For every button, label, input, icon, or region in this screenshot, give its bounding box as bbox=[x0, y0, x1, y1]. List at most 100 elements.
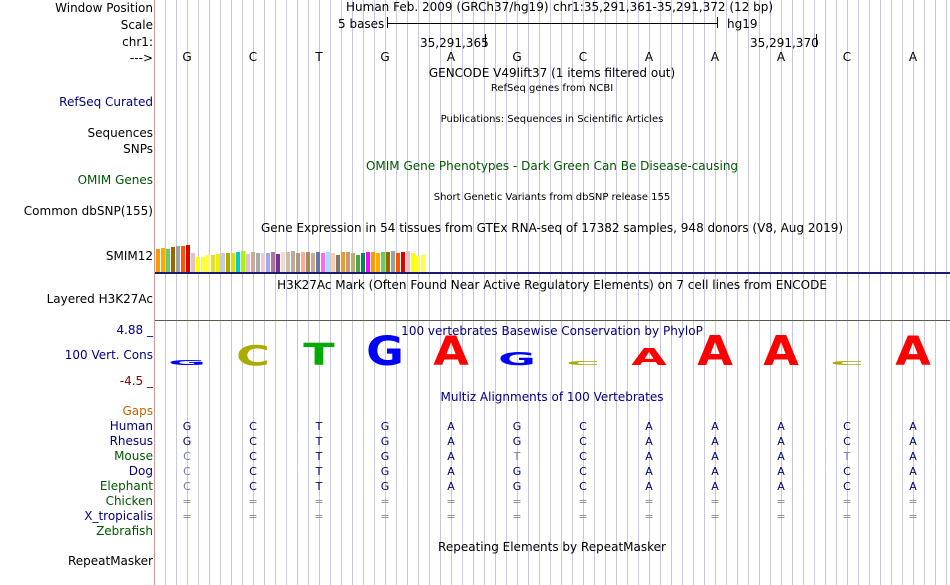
gtex-tissue-bar[interactable] bbox=[251, 252, 255, 272]
omim-genes-label[interactable]: OMIM Genes bbox=[77, 173, 153, 187]
gtex-tissue-bar[interactable] bbox=[401, 252, 405, 272]
gtex-tissue-bar[interactable] bbox=[216, 254, 220, 272]
gtex-tissue-bar[interactable] bbox=[321, 253, 325, 272]
gtex-tissue-bar[interactable] bbox=[206, 255, 210, 272]
gtex-tissue-bar[interactable] bbox=[356, 255, 360, 272]
gtex-tissue-bar[interactable] bbox=[421, 255, 425, 272]
gtex-tissue-bar[interactable] bbox=[381, 252, 385, 272]
gtex-tissue-bar[interactable] bbox=[361, 253, 365, 272]
species-label[interactable]: Dog bbox=[128, 464, 153, 478]
gtex-tissue-bar[interactable] bbox=[241, 251, 245, 272]
gtex-tissue-bar[interactable] bbox=[391, 251, 395, 272]
gtex-tissue-bar[interactable] bbox=[346, 252, 350, 272]
alignment-base: = bbox=[182, 510, 192, 523]
gtex-gene-label[interactable]: SMIM12 bbox=[105, 249, 153, 263]
gtex-tissue-bar[interactable] bbox=[246, 254, 250, 272]
gtex-tissue-bar[interactable] bbox=[376, 253, 380, 272]
gtex-tissue-bar[interactable] bbox=[156, 249, 160, 272]
gtex-tissue-bar[interactable] bbox=[351, 253, 355, 272]
base-letter: G bbox=[182, 50, 192, 64]
gtex-tissue-bar[interactable] bbox=[276, 254, 280, 272]
gtex-tissue-bar[interactable] bbox=[416, 256, 420, 272]
gtex-tissue-bar[interactable] bbox=[266, 253, 270, 272]
gtex-track-title[interactable]: Gene Expression in 54 tissues from GTEx … bbox=[260, 221, 844, 235]
gencode-track-title[interactable]: GENCODE V49lift37 (1 items filtered out) bbox=[428, 66, 676, 80]
gtex-tissue-bar[interactable] bbox=[201, 257, 205, 272]
gtex-tissue-bar[interactable] bbox=[286, 252, 290, 272]
alignment-base: A bbox=[711, 480, 719, 493]
species-label[interactable]: Human bbox=[109, 419, 153, 433]
gtex-tissue-bar[interactable] bbox=[176, 246, 180, 272]
alignment-base: A bbox=[447, 435, 455, 448]
gtex-tissue-bar[interactable] bbox=[281, 252, 285, 272]
publications-track-title[interactable]: Publications: Sequences in Scientific Ar… bbox=[440, 114, 664, 125]
coordinate-1: 35,291,365 bbox=[420, 36, 489, 50]
gtex-tissue-bar[interactable] bbox=[316, 252, 320, 272]
gtex-tissue-bar[interactable] bbox=[306, 252, 310, 272]
common-dbsnp-label[interactable]: Common dbSNP(155) bbox=[23, 204, 153, 218]
omim-track-title[interactable]: OMIM Gene Phenotypes - Dark Green Can Be… bbox=[365, 159, 739, 173]
gtex-tissue-bar[interactable] bbox=[211, 255, 215, 272]
base-letter: A bbox=[446, 50, 456, 64]
gtex-tissue-bar[interactable] bbox=[341, 252, 345, 272]
gtex-tissue-bar[interactable] bbox=[296, 253, 300, 272]
layered-h3k27ac-label[interactable]: Layered H3K27Ac bbox=[46, 292, 153, 306]
conservation-track-title[interactable]: 100 vertebrates Basewise Conservation by… bbox=[401, 324, 703, 338]
gtex-tissue-bar[interactable] bbox=[171, 247, 175, 272]
repeatmasker-track-title[interactable]: Repeating Elements by RepeatMasker bbox=[438, 540, 666, 554]
coordinate-1-tick bbox=[485, 34, 486, 47]
gtex-tissue-bar[interactable] bbox=[226, 253, 230, 272]
gtex-tissue-bar[interactable] bbox=[166, 249, 170, 272]
dbsnp-track-title[interactable]: Short Genetic Variants from dbSNP releas… bbox=[433, 192, 671, 203]
gtex-tissue-bar[interactable] bbox=[256, 253, 260, 272]
gtex-tissue-bar[interactable] bbox=[161, 248, 165, 272]
base-letter: A bbox=[776, 50, 786, 64]
gtex-tissue-bar[interactable] bbox=[221, 253, 225, 272]
snps-label[interactable]: SNPs bbox=[123, 142, 153, 156]
gtex-tissue-bar[interactable] bbox=[301, 252, 305, 272]
alignment-base: A bbox=[447, 420, 455, 433]
gtex-tissue-bar[interactable] bbox=[366, 252, 370, 272]
gtex-tissue-bar[interactable] bbox=[386, 252, 390, 272]
gtex-tissue-bar[interactable] bbox=[271, 252, 275, 272]
gtex-tissue-bar[interactable] bbox=[406, 251, 410, 272]
gtex-tissue-bar[interactable] bbox=[396, 253, 400, 272]
species-label[interactable]: Rhesus bbox=[109, 434, 153, 448]
repeatmasker-label[interactable]: RepeatMasker bbox=[67, 554, 153, 568]
gtex-tissue-bar[interactable] bbox=[291, 251, 295, 272]
species-label[interactable]: Zebrafish bbox=[96, 524, 153, 538]
species-label[interactable]: X_tropicalis bbox=[84, 509, 153, 523]
gtex-tissue-bar[interactable] bbox=[411, 253, 415, 272]
track-separator bbox=[155, 272, 950, 274]
alignment-base: = bbox=[644, 510, 654, 523]
alignment-base: G bbox=[380, 465, 390, 478]
alignment-base: A bbox=[447, 450, 455, 463]
species-label[interactable]: Chicken bbox=[105, 494, 153, 508]
alignment-base: A bbox=[447, 465, 455, 478]
gtex-tissue-bar[interactable] bbox=[181, 246, 185, 272]
gtex-tissue-bar[interactable] bbox=[231, 253, 235, 272]
sequences-label[interactable]: Sequences bbox=[87, 126, 153, 140]
species-label[interactable]: Elephant bbox=[99, 479, 153, 493]
gtex-tissue-bar[interactable] bbox=[186, 245, 190, 272]
gtex-tissue-bar[interactable] bbox=[196, 257, 200, 272]
conservation-label[interactable]: 100 Vert. Cons bbox=[64, 348, 153, 362]
alignment-base: = bbox=[314, 495, 324, 508]
base-letter: G bbox=[380, 50, 390, 64]
multiz-track-title[interactable]: Multiz Alignments of 100 Vertebrates bbox=[440, 390, 664, 404]
refseq-curated-label[interactable]: RefSeq Curated bbox=[59, 95, 153, 109]
gtex-tissue-bar[interactable] bbox=[191, 253, 195, 272]
gtex-tissue-bar[interactable] bbox=[236, 252, 240, 272]
species-label[interactable]: Mouse bbox=[114, 449, 153, 463]
gtex-tissue-bar[interactable] bbox=[261, 253, 265, 272]
position-title[interactable]: chr1:35,291,361-35,291,372 (12 bp) bbox=[553, 0, 774, 14]
gtex-tissue-bar[interactable] bbox=[336, 255, 340, 272]
h3k27ac-track-title[interactable]: H3K27Ac Mark (Often Found Near Active Re… bbox=[277, 278, 827, 292]
gtex-tissue-bar[interactable] bbox=[326, 252, 330, 272]
gtex-tissue-bar[interactable] bbox=[371, 252, 375, 272]
gtex-tissue-bar[interactable] bbox=[331, 253, 335, 272]
refseq-track-title[interactable]: RefSeq genes from NCBI bbox=[490, 83, 614, 94]
gtex-tissue-bar[interactable] bbox=[311, 253, 315, 272]
gaps-label[interactable]: Gaps bbox=[122, 404, 153, 418]
